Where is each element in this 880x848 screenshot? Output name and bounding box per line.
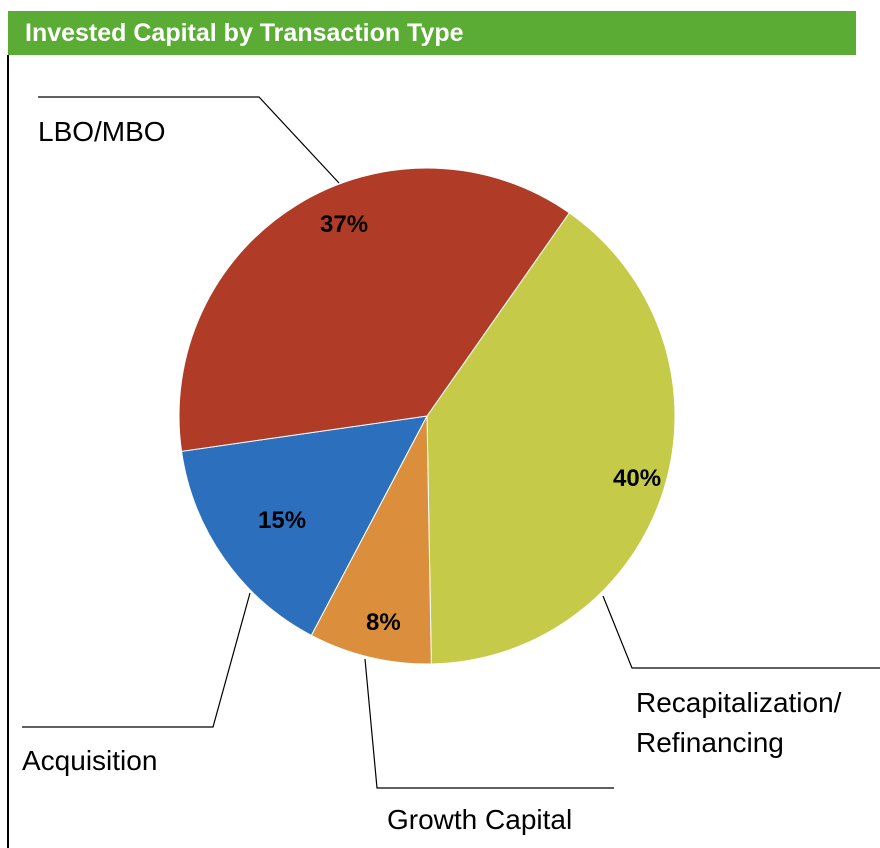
pie-slice-lbo-mbo (178, 167, 570, 452)
category-label-line: Acquisition (22, 745, 157, 776)
chart-title-bar: Invested Capital by Transaction Type (8, 11, 856, 55)
percentage-labels: 40% 8% 15% 37% (258, 211, 661, 636)
category-label-acquisition: Acquisition (22, 745, 157, 776)
category-label-line: Refinancing (636, 727, 784, 758)
category-labels: Recapitalization/Refinancing Growth Capit… (22, 116, 842, 835)
leader-line-acquisition (22, 592, 251, 728)
leader-line-recapitalization-refinancing (602, 595, 880, 669)
pie-slices (178, 167, 676, 665)
pie-slice-acquisition (180, 415, 428, 637)
category-label-line: LBO/MBO (38, 116, 166, 147)
left-border-rule (7, 55, 9, 848)
pie-slice-recapitalization-refinancing (426, 212, 676, 665)
category-label-line: Recapitalization/ (636, 687, 842, 718)
category-label-recapitalization-refinancing: Recapitalization/Refinancing (636, 687, 842, 758)
percent-label-growth-capital: 8% (366, 609, 401, 636)
leader-line-lbo-mbo (38, 96, 340, 184)
leader-lines (22, 96, 880, 789)
category-label-growth-capital: Growth Capital (387, 804, 572, 835)
chart-title: Invested Capital by Transaction Type (25, 19, 464, 47)
percent-label-acquisition: 15% (258, 507, 306, 534)
leader-line-growth-capital (364, 658, 614, 789)
percent-label-lbo-mbo: 37% (320, 211, 368, 238)
category-label-line: Growth Capital (387, 804, 572, 835)
percent-label-recapitalization-refinancing: 40% (613, 465, 661, 492)
category-label-lbo-mbo: LBO/MBO (38, 116, 166, 147)
pie-slice-growth-capital (310, 415, 432, 665)
